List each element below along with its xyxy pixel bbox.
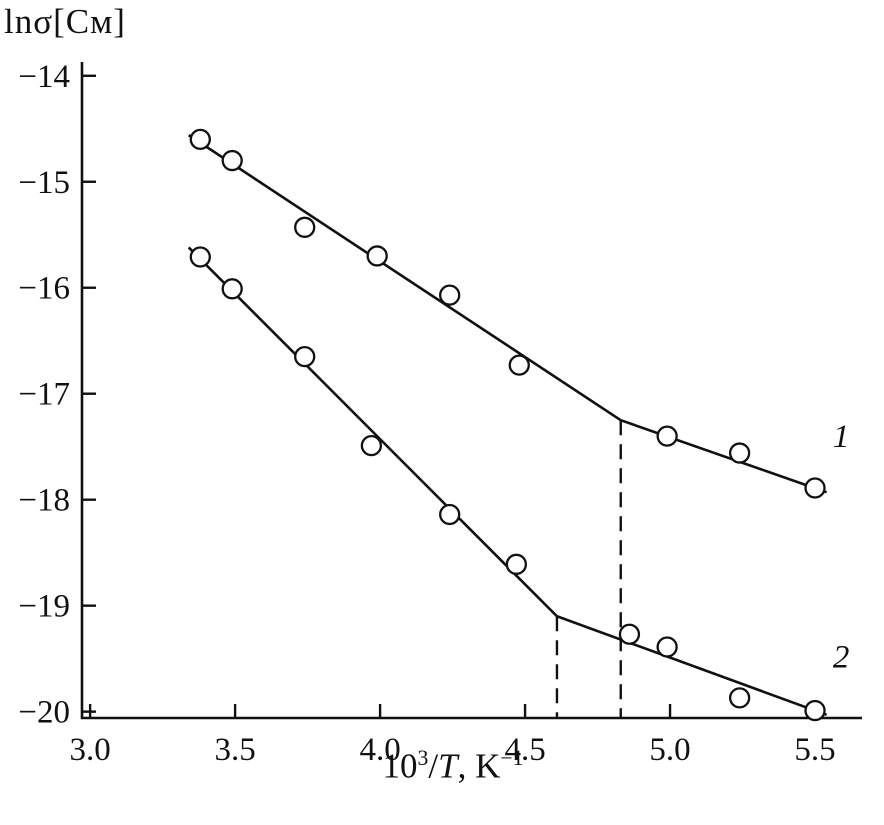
x-title-unit-exponent: −1 bbox=[500, 746, 524, 770]
y-axis-title-text: lnσ[См] bbox=[4, 2, 126, 41]
x-title-slash: / bbox=[428, 746, 439, 786]
data-point-series-2 bbox=[656, 636, 678, 658]
fit-line-series-2 bbox=[187, 246, 828, 717]
y-tick-label: −18 bbox=[18, 483, 70, 519]
data-point-series-2 bbox=[618, 623, 641, 645]
data-point-series-1 bbox=[728, 442, 751, 464]
data-point-series-1 bbox=[189, 128, 211, 151]
data-point-series-2 bbox=[294, 345, 316, 368]
x-tick-label: 4.5 bbox=[504, 732, 545, 768]
x-tick-label: 3.0 bbox=[69, 732, 110, 768]
x-title-exponent: 3 bbox=[417, 746, 429, 770]
data-point-series-1 bbox=[439, 284, 461, 306]
y-axis-title: lnσ[См] bbox=[4, 2, 126, 42]
y-tick-label: −15 bbox=[18, 165, 70, 201]
data-point-series-1 bbox=[804, 477, 826, 499]
y-tick-label: −17 bbox=[18, 377, 70, 413]
x-axis-title: 103/T, K−1 bbox=[90, 746, 816, 787]
data-point-series-2 bbox=[728, 687, 751, 709]
data-point-series-2 bbox=[360, 434, 383, 457]
y-tick-label: −20 bbox=[18, 695, 70, 731]
x-tick-label: 3.5 bbox=[214, 732, 255, 768]
x-tick-label: 4.0 bbox=[359, 732, 400, 768]
axes bbox=[80, 62, 862, 720]
data-point-series-1 bbox=[656, 425, 678, 447]
x-title-unit: , K bbox=[457, 746, 501, 786]
y-tick-label: −14 bbox=[18, 59, 70, 95]
data-point-series-2 bbox=[505, 553, 528, 575]
curve-label-2: 2 bbox=[833, 640, 850, 676]
data-point-series-2 bbox=[189, 246, 211, 268]
y-tick-label: −19 bbox=[18, 589, 70, 625]
y-tick-label: −16 bbox=[18, 271, 70, 307]
x-tick-label: 5.0 bbox=[649, 732, 690, 768]
data-point-series-1 bbox=[508, 354, 530, 376]
data-point-series-1 bbox=[294, 216, 316, 238]
data-point-series-2 bbox=[439, 503, 461, 526]
data-point-series-2 bbox=[221, 278, 243, 300]
x-title-variable: T bbox=[438, 746, 458, 786]
x-tick-label: 5.5 bbox=[794, 732, 835, 768]
data-point-series-1 bbox=[366, 245, 388, 267]
data-point-series-2 bbox=[804, 699, 826, 722]
fit-line-series-1 bbox=[187, 134, 828, 494]
x-title-base: 10 bbox=[382, 746, 418, 786]
curve-label-1: 1 bbox=[833, 419, 850, 455]
data-point-series-1 bbox=[221, 149, 243, 172]
